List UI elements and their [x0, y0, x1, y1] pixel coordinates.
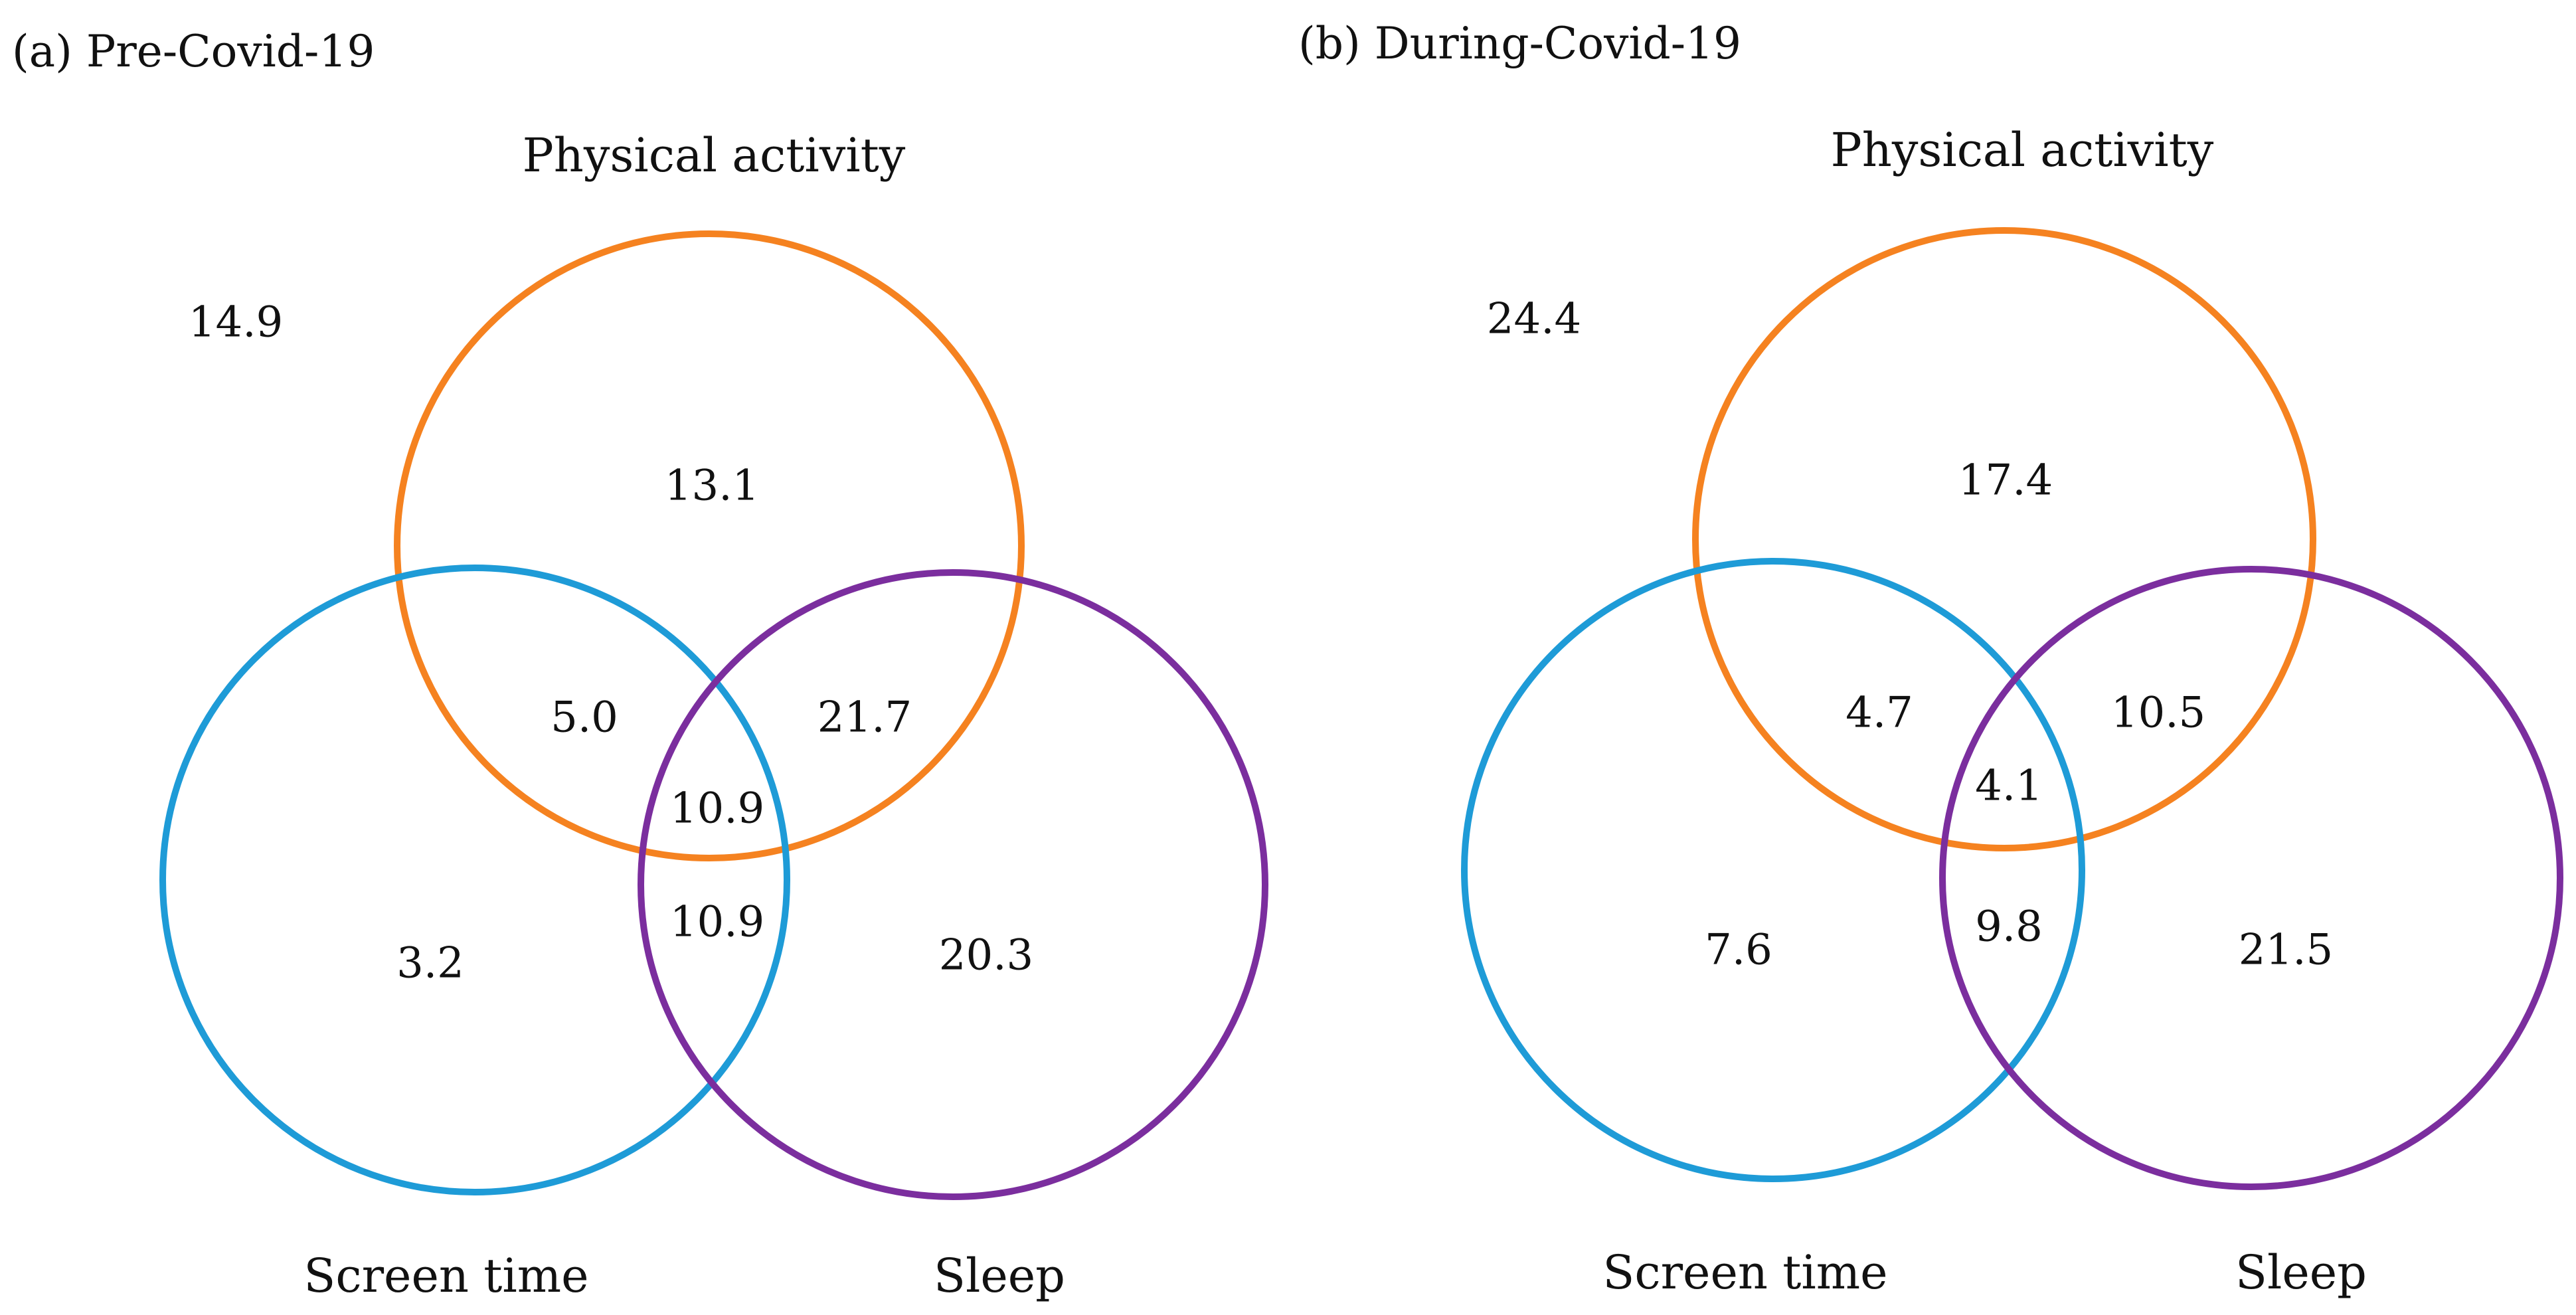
- panel-b-circle-sleep: [1939, 566, 2563, 1190]
- panel-a-label-physical-activity: Physical activity: [523, 128, 906, 183]
- panel-a-circle-sleep: [638, 569, 1268, 1200]
- panel-a-value-none: 14.9: [189, 298, 284, 347]
- panel-b-circle-physical-activity: [1692, 227, 2316, 851]
- panel-a-title: (a) Pre-Covid-19: [12, 26, 375, 77]
- panel-b-label-screen-time: Screen time: [1602, 1245, 1887, 1300]
- panel-a-label-sleep: Sleep: [934, 1249, 1065, 1303]
- panel-a-circle-screen-time: [159, 565, 790, 1195]
- panel-a-circle-physical-activity: [394, 230, 1025, 861]
- panel-a-value-pa-only: 13.1: [665, 462, 760, 511]
- panel-b-label-sleep: Sleep: [2235, 1245, 2367, 1300]
- panel-a-value-screen-only: 3.2: [396, 939, 464, 988]
- panel-b-title: (b) During-Covid-19: [1298, 18, 1741, 69]
- panel-b-value-all-three: 4.1: [1975, 762, 2043, 811]
- panel-a-value-all-three: 10.9: [670, 784, 765, 833]
- panel-b-value-none: 24.4: [1487, 295, 1582, 344]
- panel-a-value-sleep-only: 20.3: [939, 931, 1034, 980]
- panel-pre-covid: (a) Pre-Covid-19 Physical activity Scree…: [12, 26, 1268, 1303]
- panel-during-covid: (b) During-Covid-19 Physical activity Sc…: [1298, 18, 2563, 1300]
- panel-b-value-pa-sleep: 10.5: [2111, 689, 2206, 738]
- panel-b-value-pa-screen: 4.7: [1846, 689, 1913, 738]
- panel-b-value-pa-only: 17.4: [1958, 456, 2053, 505]
- panel-b-value-screen-sleep: 9.8: [1975, 903, 2043, 952]
- panel-a-value-pa-screen: 5.0: [551, 693, 618, 743]
- panel-b-value-sleep-only: 21.5: [2239, 926, 2334, 975]
- panel-a-label-screen-time: Screen time: [303, 1249, 588, 1303]
- panel-a-value-screen-sleep: 10.9: [670, 898, 765, 947]
- panel-a-value-pa-sleep: 21.7: [817, 693, 912, 743]
- panel-b-circle-screen-time: [1461, 558, 2085, 1182]
- panel-b-value-screen-only: 7.6: [1705, 926, 1772, 975]
- panel-b-label-physical-activity: Physical activity: [1831, 123, 2214, 177]
